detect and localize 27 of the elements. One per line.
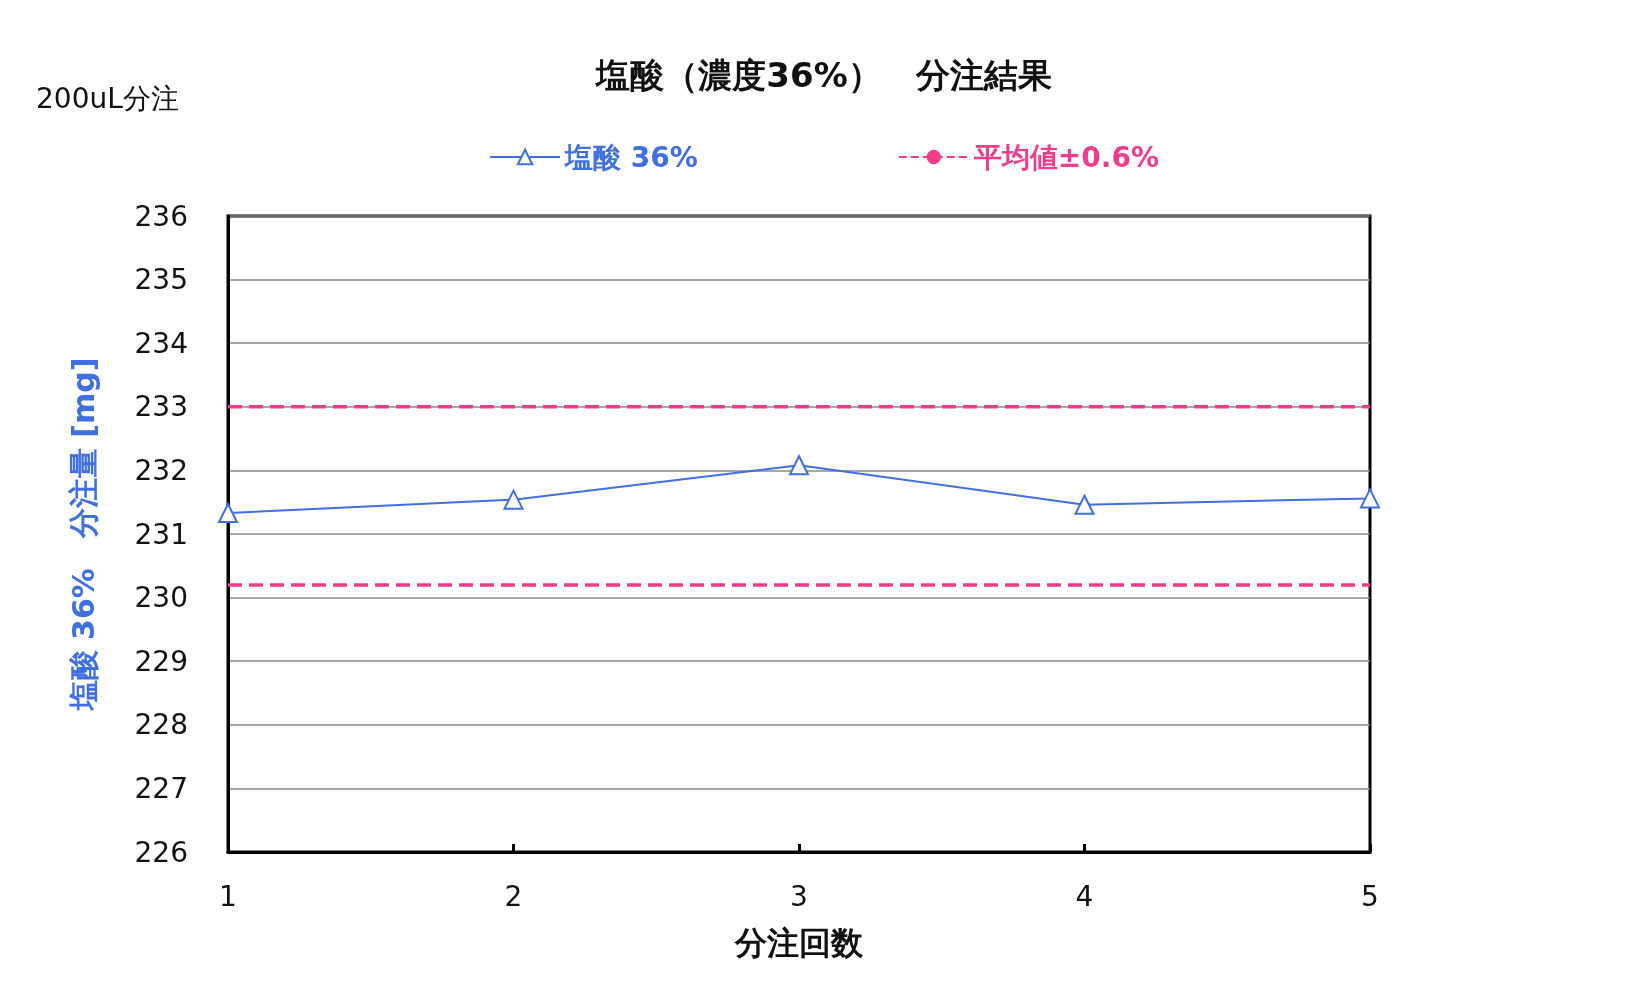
y-tick-label: 236 — [134, 199, 188, 233]
point — [1360, 488, 1380, 509]
legend-label: 塩酸 36% — [564, 140, 698, 174]
x-tick-label: 2 — [504, 879, 523, 913]
y-tick-label: 235 — [134, 263, 188, 297]
y-tick-label: 233 — [134, 390, 188, 424]
point — [503, 489, 524, 510]
chart-title: 塩酸（濃度36%） 分注結果 — [594, 55, 1052, 95]
y-tick-label: 226 — [134, 835, 188, 869]
x-tick-label: 5 — [1361, 879, 1379, 913]
y-tick-label: 234 — [134, 326, 188, 360]
point — [218, 503, 238, 524]
text: 200uL分注 — [36, 81, 179, 115]
y-axis-title: 塩酸 36% 分注量 [mg] — [65, 357, 101, 712]
y-tick-label: 231 — [134, 517, 188, 551]
point — [789, 455, 809, 476]
legend-label: 平均値±0.6% — [972, 140, 1159, 174]
y-tick-label: 228 — [134, 708, 188, 742]
y-tick-label: 227 — [134, 771, 188, 805]
y-tick-label: 230 — [134, 581, 188, 615]
x-tick-label: 3 — [790, 879, 808, 913]
x-tick-label: 1 — [219, 879, 237, 913]
y-tick-label: 229 — [134, 644, 188, 678]
point — [1074, 494, 1095, 515]
y-tick-label: 232 — [134, 453, 188, 487]
x-axis-title: 分注回数 — [734, 924, 864, 962]
x-tick-label: 4 — [1075, 879, 1094, 913]
